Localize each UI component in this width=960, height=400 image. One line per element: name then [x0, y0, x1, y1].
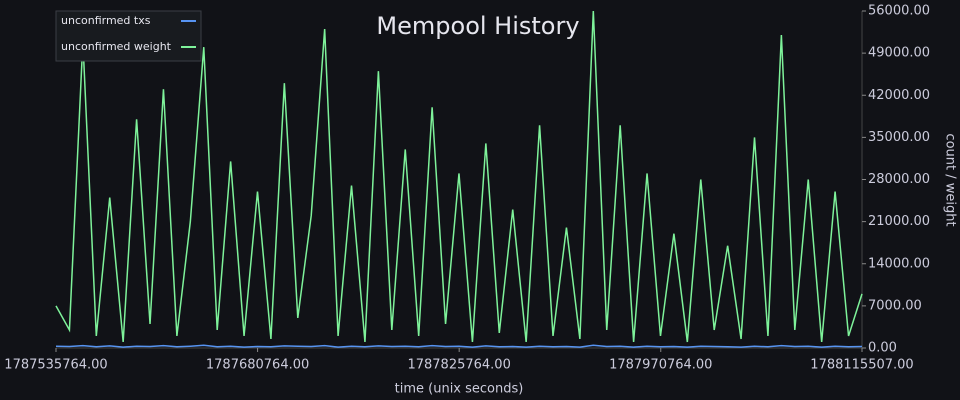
x-tick-label: 1788115507.00: [810, 358, 913, 373]
y-tick-label: 42000.00: [868, 88, 930, 103]
legend-label: unconfirmed weight: [61, 40, 172, 53]
y-tick-label: 7000.00: [868, 298, 922, 313]
x-tick-label: 1787680764.00: [206, 358, 309, 373]
x-tick-label: 1787535764.00: [4, 358, 107, 373]
y-tick-label: 0.00: [868, 341, 897, 356]
y-tick-label: 21000.00: [868, 214, 930, 229]
x-tick-label: 1787825764.00: [407, 358, 510, 373]
y-tick-label: 28000.00: [868, 172, 930, 187]
x-axis-label: time (unix seconds): [395, 382, 524, 397]
chart-title: Mempool History: [376, 12, 579, 40]
series-line: [55, 10, 863, 343]
y-tick-label: 14000.00: [868, 256, 930, 271]
y-tick-label: 56000.00: [868, 4, 930, 19]
y-tick-label: 49000.00: [868, 46, 930, 61]
series-line: [55, 344, 863, 348]
legend-label: unconfirmed txs: [61, 14, 151, 27]
legend-box: [55, 10, 202, 62]
y-tick-label: 35000.00: [868, 130, 930, 145]
y-axis-label: count / weight: [943, 133, 958, 226]
x-tick-label: 1787970764.00: [609, 358, 712, 373]
